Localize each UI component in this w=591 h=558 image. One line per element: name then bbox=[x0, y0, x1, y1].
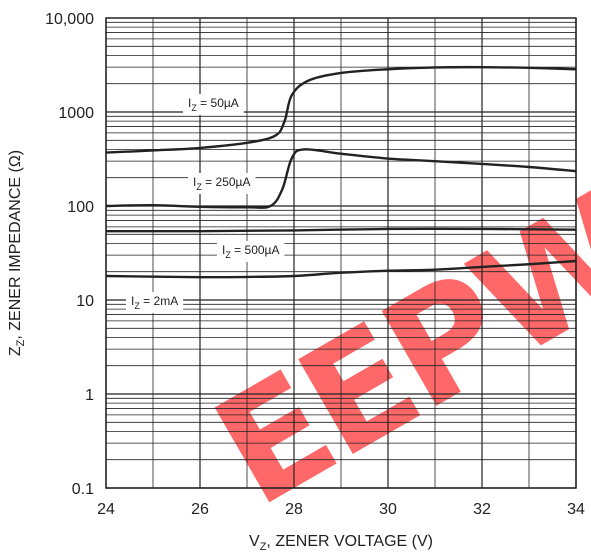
series-label-bg bbox=[126, 292, 184, 313]
x-tick-label: 24 bbox=[97, 501, 115, 518]
series-label-1: IZ = 50µA bbox=[188, 96, 239, 113]
y-tick-label: 10 bbox=[76, 293, 94, 310]
y-tick-label: 100 bbox=[67, 199, 94, 216]
x-tick-label: 34 bbox=[567, 501, 585, 518]
series-line-3 bbox=[105, 227, 577, 233]
y-tick-label: 1000 bbox=[58, 105, 94, 122]
x-tick-label: 30 bbox=[379, 501, 397, 518]
y-tick-label: 10,000 bbox=[45, 11, 94, 28]
y-tick-label: 0.1 bbox=[72, 481, 94, 498]
series-line-4 bbox=[105, 259, 577, 279]
y-tick-labels: 0.1 1 10 100 1000 10,000 bbox=[45, 11, 94, 498]
series-label-bg bbox=[183, 94, 244, 115]
curve-labels: IZ = 50µA IZ = 250µA IZ = 500µA IZ = 2mA bbox=[126, 94, 285, 313]
series-line-1 bbox=[105, 65, 577, 154]
watermark-logo: EEPW bbox=[188, 161, 591, 541]
x-tick-label: 28 bbox=[285, 501, 303, 518]
x-axis-title: VZ, ZENER VOLTAGE (V) bbox=[249, 533, 433, 553]
series-label-bg bbox=[217, 241, 285, 262]
watermark: EEPW bbox=[188, 161, 591, 541]
series-label-2: IZ = 250µA bbox=[193, 175, 250, 192]
plot-frame bbox=[105, 17, 577, 489]
x-tick-label: 32 bbox=[473, 501, 491, 518]
y-tick-label: 1 bbox=[85, 387, 94, 404]
x-tick-labels: 24 26 28 30 32 34 bbox=[97, 501, 585, 518]
x-tick-label: 26 bbox=[191, 501, 209, 518]
series-label-3: IZ = 500µA bbox=[222, 243, 279, 260]
series-label-4: IZ = 2mA bbox=[131, 294, 178, 311]
watermark-text: EEPW bbox=[188, 161, 591, 541]
y-axis-title: ZZ, ZENER IMPEDANCE (Ω) bbox=[7, 150, 27, 356]
curves bbox=[105, 65, 577, 279]
series-label-bg bbox=[188, 173, 256, 194]
series-line-2 bbox=[105, 148, 577, 209]
